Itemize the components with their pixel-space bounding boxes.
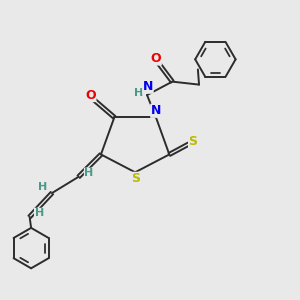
Text: O: O	[85, 88, 96, 101]
Text: N: N	[151, 104, 161, 117]
Text: H: H	[38, 182, 48, 192]
Text: S: S	[130, 172, 140, 185]
Text: S: S	[189, 135, 198, 148]
Text: N: N	[143, 80, 153, 93]
Text: H: H	[84, 168, 94, 178]
Text: H: H	[34, 208, 44, 218]
Text: H: H	[134, 88, 143, 98]
Text: O: O	[151, 52, 161, 65]
